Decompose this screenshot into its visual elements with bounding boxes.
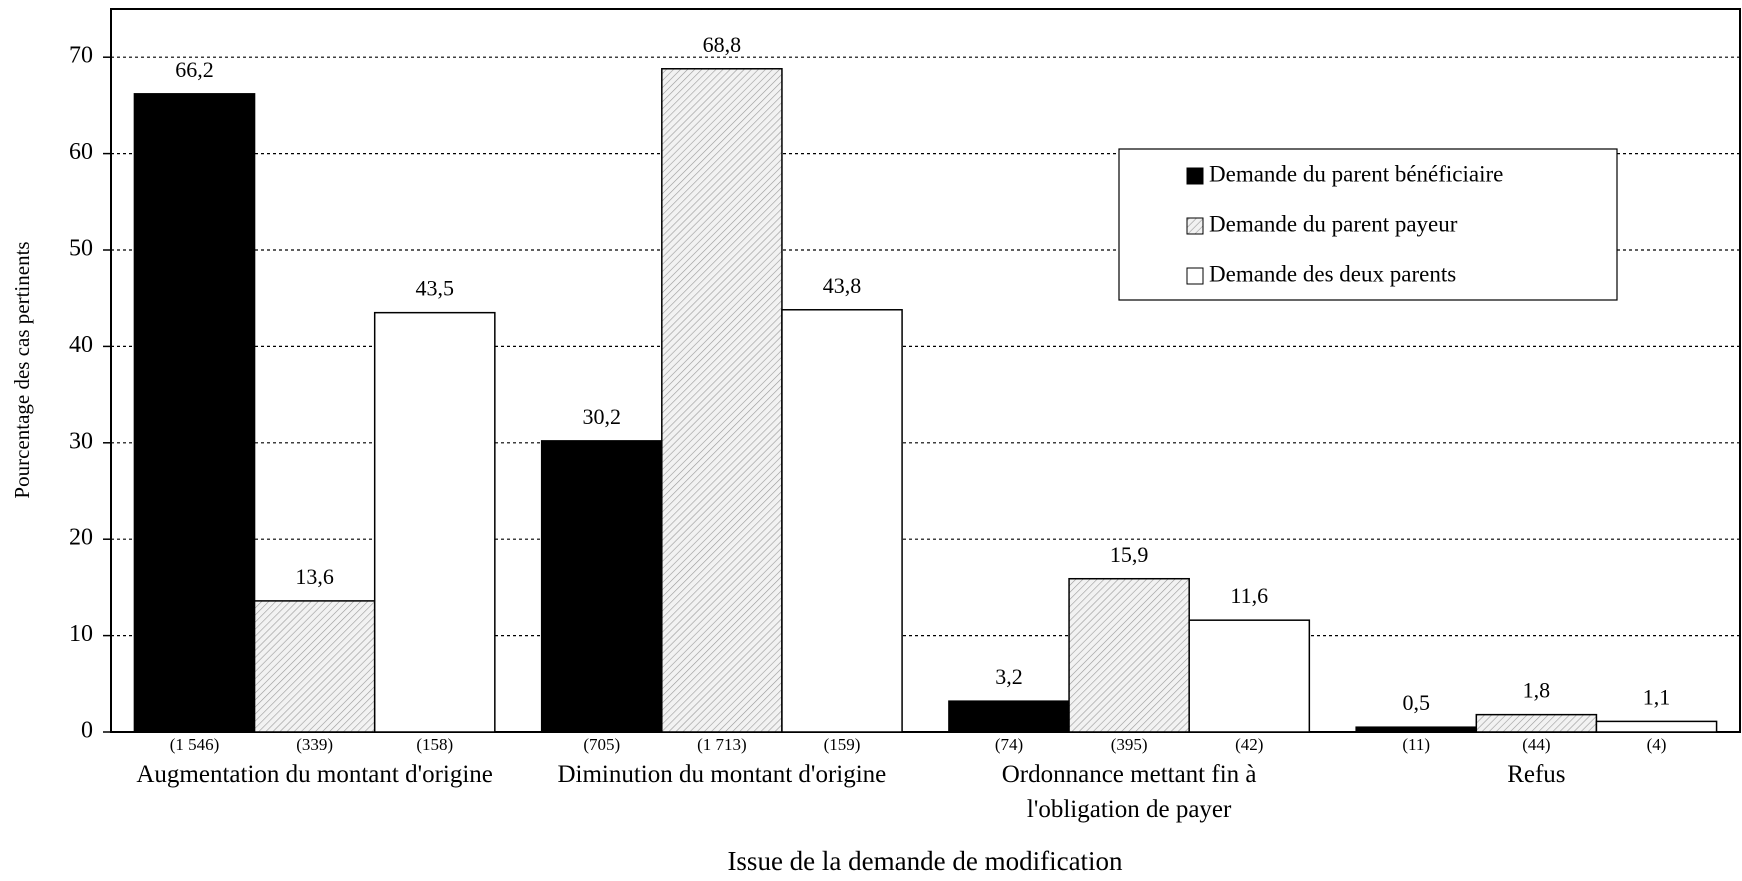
x-axis-label: Issue de la demande de modification bbox=[727, 846, 1123, 876]
value-label: 43,5 bbox=[416, 276, 455, 301]
count-label: (159) bbox=[824, 735, 861, 754]
value-label: 66,2 bbox=[175, 57, 214, 82]
y-tick-label: 50 bbox=[69, 236, 93, 262]
count-label: (1 546) bbox=[170, 735, 220, 754]
bar bbox=[661, 68, 783, 733]
y-axis-label: Pourcentage des cas pertinents bbox=[10, 241, 34, 498]
count-label: (158) bbox=[416, 735, 453, 754]
value-label: 11,6 bbox=[1230, 583, 1268, 608]
count-label: (74) bbox=[995, 735, 1023, 754]
y-tick-label: 70 bbox=[69, 43, 93, 69]
bar bbox=[1355, 726, 1478, 733]
value-label: 68,8 bbox=[703, 32, 742, 57]
y-tick-label: 30 bbox=[69, 428, 93, 454]
x-tick-label: Augmentation du montant d'origine bbox=[136, 761, 493, 788]
value-label: 3,2 bbox=[995, 664, 1023, 689]
bar bbox=[133, 93, 256, 733]
y-tick-label: 40 bbox=[69, 332, 93, 358]
y-tick-label: 20 bbox=[69, 525, 93, 551]
bar bbox=[781, 309, 903, 733]
legend-label: Demande du parent bénéficiaire bbox=[1209, 161, 1503, 186]
bar bbox=[373, 311, 496, 733]
x-tick-label: Diminution du montant d'origine bbox=[557, 761, 887, 788]
legend-swatch bbox=[1186, 167, 1204, 185]
count-label: (1 713) bbox=[697, 735, 747, 754]
count-label: (339) bbox=[296, 735, 333, 754]
count-label: (42) bbox=[1235, 735, 1263, 754]
bar bbox=[1188, 619, 1311, 733]
legend-label: Demande des deux parents bbox=[1209, 261, 1456, 286]
bar bbox=[948, 700, 1070, 733]
value-label: 1,1 bbox=[1643, 684, 1671, 709]
value-label: 30,2 bbox=[582, 404, 621, 429]
bar bbox=[1595, 720, 1718, 733]
y-tick-label: 10 bbox=[69, 621, 93, 647]
value-label: 0,5 bbox=[1402, 690, 1430, 715]
x-tick-label: Refus bbox=[1507, 761, 1566, 788]
value-label: 13,6 bbox=[295, 564, 334, 589]
value-label: 1,8 bbox=[1523, 678, 1551, 703]
bar bbox=[1068, 577, 1190, 733]
legend-swatch bbox=[1186, 267, 1204, 285]
x-tick-label: Ordonnance mettant fin à l'obligation de… bbox=[1001, 761, 1257, 823]
value-label: 43,8 bbox=[823, 273, 862, 298]
count-label: (4) bbox=[1647, 735, 1667, 754]
count-label: (11) bbox=[1402, 735, 1430, 754]
bar bbox=[253, 600, 376, 733]
bar bbox=[540, 440, 663, 733]
plot-frame bbox=[110, 8, 1741, 733]
count-label: (705) bbox=[583, 735, 620, 754]
value-label: 15,9 bbox=[1110, 542, 1149, 567]
legend-label: Demande du parent payeur bbox=[1209, 211, 1458, 236]
y-tick-label: 60 bbox=[69, 139, 93, 165]
bar bbox=[1475, 713, 1598, 733]
y-tick-label: 0 bbox=[81, 718, 93, 744]
count-label: (44) bbox=[1522, 735, 1550, 754]
count-label: (395) bbox=[1111, 735, 1148, 754]
legend-swatch bbox=[1186, 217, 1204, 235]
